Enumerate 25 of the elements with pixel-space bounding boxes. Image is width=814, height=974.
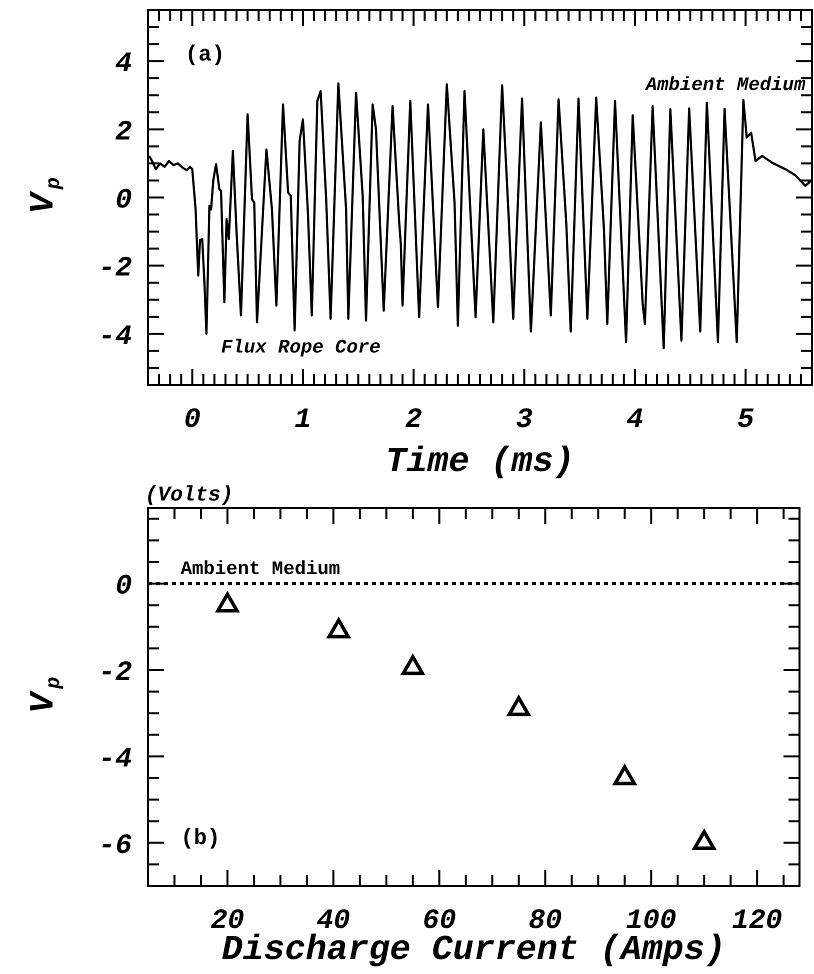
ref-line-label: Ambient Medium	[180, 558, 340, 580]
y-tick-label: -6	[98, 830, 132, 862]
y-axis-title: Vp	[26, 177, 66, 214]
y-tick-label: -2	[98, 254, 132, 285]
y-tick-label: 4	[115, 49, 132, 80]
y-tick-label: -4	[98, 322, 132, 353]
x-tick-label: 4	[626, 405, 644, 436]
y-tick-label: -4	[98, 744, 132, 776]
x-tick-label: 0	[184, 405, 201, 436]
y-tick-label: 0	[115, 572, 132, 603]
annotation: (b)	[180, 826, 220, 851]
annotation: (a)	[185, 42, 225, 68]
x-tick-label: 5	[737, 405, 754, 436]
y-tick-label: 2	[115, 117, 132, 148]
y-tick-label: 0	[115, 186, 132, 216]
annotation: Ambient Medium	[644, 74, 806, 96]
y-axis-title: Vp	[26, 676, 66, 714]
x-axis-title: Time (ms)	[385, 442, 575, 482]
x-tick-label: 120	[732, 906, 782, 937]
x-tick-label: 3	[516, 405, 533, 436]
text: (Volts)	[145, 484, 234, 508]
x-tick-label: 1	[294, 405, 312, 436]
annotation: Flux Rope Core	[221, 336, 381, 358]
y-tick-label: -2	[98, 658, 132, 689]
x-tick-label: 2	[405, 405, 422, 436]
